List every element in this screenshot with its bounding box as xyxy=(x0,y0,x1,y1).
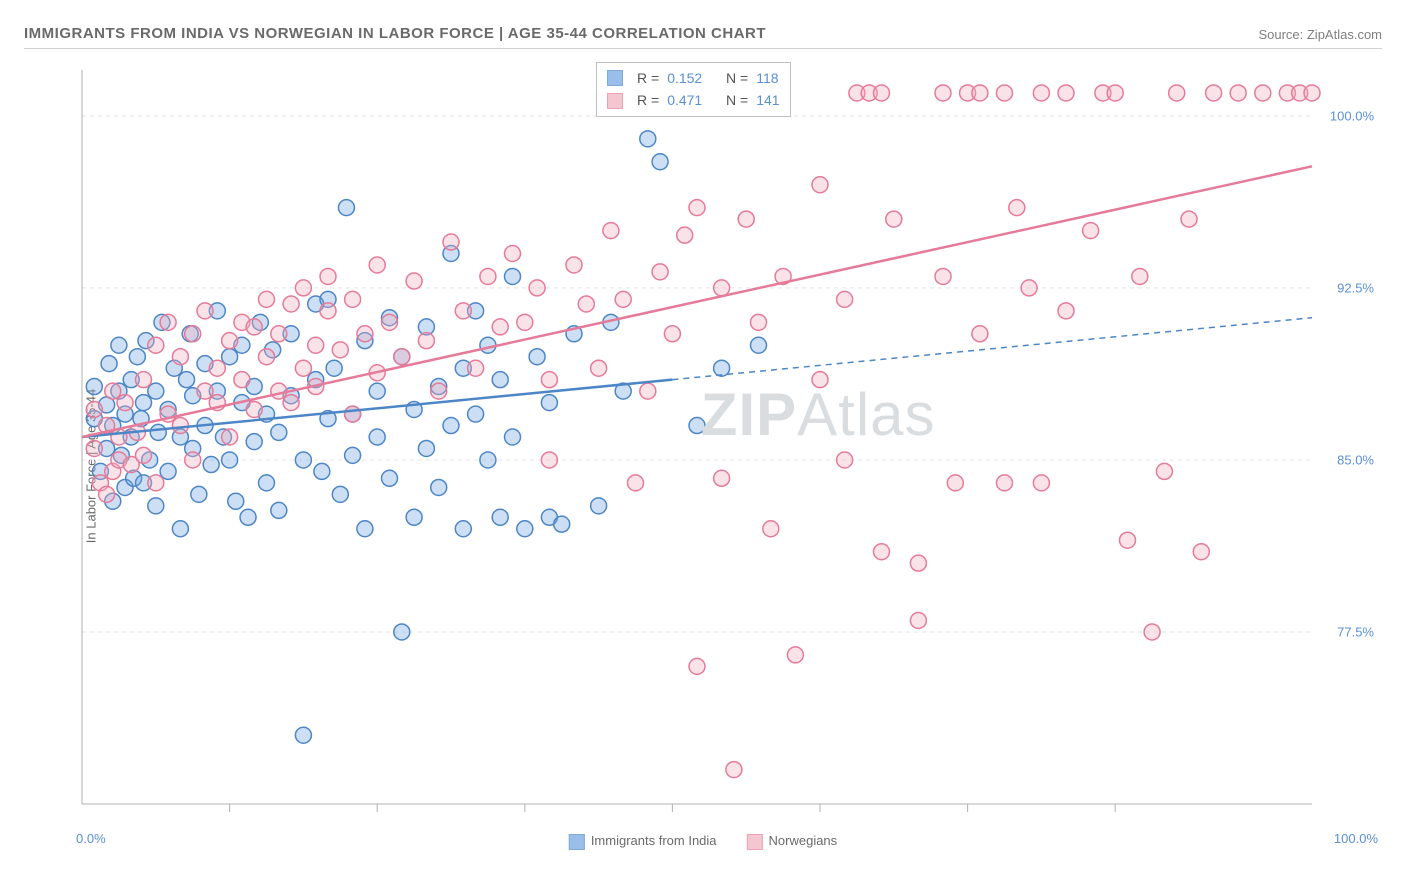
legend-swatch xyxy=(747,834,763,850)
x-tick-label: 0.0% xyxy=(76,831,106,846)
header: IMMIGRANTS FROM INDIA VS NORWEGIAN IN LA… xyxy=(24,14,1382,49)
legend-swatch xyxy=(569,834,585,850)
x-tick-label: 100.0% xyxy=(1334,831,1378,846)
y-tick-label: 77.5% xyxy=(1337,624,1374,639)
scatter-chart xyxy=(72,60,1382,822)
legend-item: Norwegians xyxy=(747,833,838,850)
legend-stats-row: R = 0.471 N = 141 xyxy=(607,89,780,111)
chart-container: In Labor Force | Age 35-44 ZIPAtlas R = … xyxy=(24,60,1382,872)
y-tick-label: 92.5% xyxy=(1337,280,1374,295)
legend-stats-box: R = 0.152 N = 118 R = 0.471 N = 141 xyxy=(596,62,791,117)
source-label: Source: ZipAtlas.com xyxy=(1258,27,1382,42)
legend-swatch xyxy=(607,70,623,86)
legend-stats-row: R = 0.152 N = 118 xyxy=(607,67,780,89)
y-tick-label: 85.0% xyxy=(1337,452,1374,467)
legend-swatch xyxy=(607,93,623,109)
legend-item: Immigrants from India xyxy=(569,833,717,850)
chart-title: IMMIGRANTS FROM INDIA VS NORWEGIAN IN LA… xyxy=(24,25,766,42)
legend-bottom: Immigrants from India Norwegians xyxy=(569,833,837,850)
y-tick-label: 100.0% xyxy=(1330,108,1374,123)
plot-area: ZIPAtlas R = 0.152 N = 118 R = 0.471 N =… xyxy=(72,60,1382,822)
